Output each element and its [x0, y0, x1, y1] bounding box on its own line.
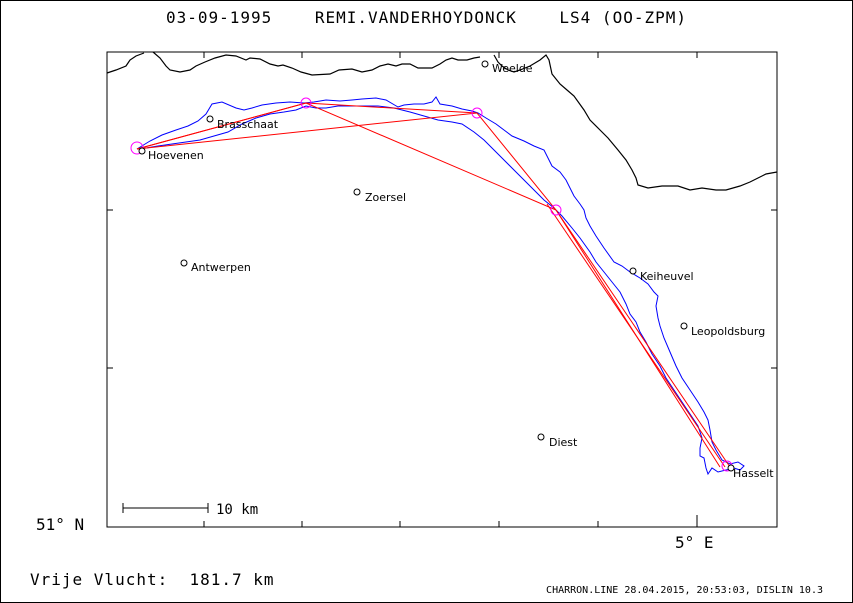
place-label-hoevenen: Hoevenen — [148, 149, 204, 162]
place-marker-icon — [629, 267, 637, 275]
place-markers — [138, 60, 735, 472]
turnpoint-circle — [471, 107, 483, 119]
map-border — [106, 51, 778, 528]
flight-track — [136, 96, 745, 476]
scale-bar-label: 10 km — [216, 502, 258, 518]
place-marker-icon — [537, 433, 545, 441]
credit-line: CHARRON.LINE 28.04.2015, 20:53:03, DISLI… — [546, 585, 823, 596]
place-label-leopoldsburg: Leopoldsburg — [691, 325, 765, 338]
turnpoints — [130, 97, 733, 472]
task-lines — [136, 102, 731, 468]
place-label-zoersel: Zoersel — [365, 191, 406, 204]
place-label-antwerpen: Antwerpen — [191, 261, 251, 274]
flight-distance: Vrije Vlucht: 181.7 km — [30, 570, 275, 589]
longitude-label: 5° E — [675, 533, 714, 552]
place-label-diest: Diest — [549, 436, 578, 449]
latitude-label: 51° N — [36, 515, 85, 534]
place-marker-icon — [180, 259, 188, 267]
place-marker-icon — [206, 115, 214, 123]
turnpoint-circle — [300, 97, 312, 109]
place-marker-icon — [727, 464, 735, 472]
place-label-weelde: Weelde — [492, 62, 533, 75]
turnpoint-circle — [550, 204, 562, 216]
place-label-hasselt: Hasselt — [733, 467, 774, 480]
scale-bar — [122, 503, 209, 513]
page-title: 03-09-1995 REMI.VANDERHOYDONCK LS4 (OO-Z… — [165, 8, 687, 27]
axis-ticks — [107, 52, 777, 528]
place-label-keiheuvel: Keiheuvel — [640, 270, 694, 283]
place-marker-icon — [481, 60, 489, 68]
country-border — [106, 51, 778, 191]
place-marker-icon — [353, 188, 361, 196]
place-marker-icon — [680, 322, 688, 330]
place-label-brasschaat: Brasschaat — [217, 118, 279, 131]
place-labels: Weelde Brasschaat Hoevenen Zoersel Antwe… — [148, 62, 774, 480]
place-marker-icon — [138, 147, 146, 155]
